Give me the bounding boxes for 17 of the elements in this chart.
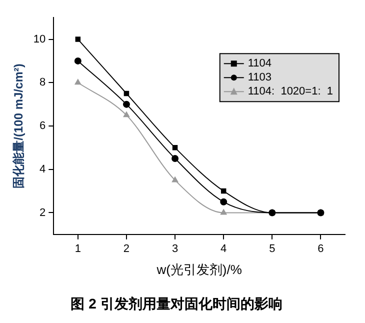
y-tick-label: 8: [40, 76, 46, 89]
x-tick-label: 5: [269, 243, 276, 256]
y-axis-title: 固化能量/(100 mJ/cm²): [12, 64, 26, 188]
x-tick-label: 6: [318, 243, 324, 256]
text: 图 2 引发剂用量对固化时间的影响: [70, 295, 282, 312]
y-tick-label: 6: [40, 120, 46, 132]
x-axis-title: w(光引发剂)/%: [156, 262, 242, 277]
y-tick-label: 2: [40, 206, 46, 219]
legend-label: 1103: [248, 72, 272, 84]
x-tick-label: 1: [74, 243, 81, 256]
legend-label: 1104: [248, 58, 272, 70]
x-tick-label: 4: [220, 243, 227, 256]
x-tick-label: 3: [172, 243, 178, 256]
y-tick-label: 4: [40, 163, 46, 176]
y-tick-label: 10: [33, 33, 46, 46]
x-tick-label: 2: [123, 243, 130, 256]
legend-label: 1104: 1020=1: 1: [248, 86, 334, 98]
